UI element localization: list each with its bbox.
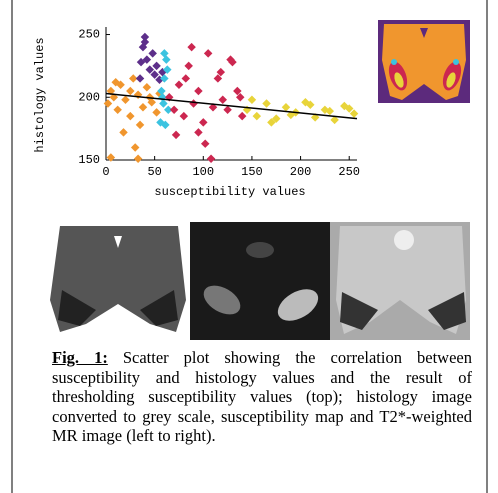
scatter-point	[126, 87, 134, 95]
scatter-point	[175, 80, 183, 88]
scatter-point	[152, 62, 160, 70]
y-axis-label: histology values	[33, 37, 47, 152]
scatter-point	[187, 43, 195, 51]
segmentation-image	[378, 20, 470, 103]
scatter-point	[194, 128, 202, 136]
scatter-point	[204, 49, 212, 57]
scatter-point	[194, 87, 202, 95]
scatter-point	[219, 96, 227, 104]
x-tick-label: 0	[102, 165, 109, 179]
scatter-point	[182, 74, 190, 82]
scatter-point	[148, 49, 156, 57]
scatter-point	[238, 112, 246, 120]
scatter-point	[113, 106, 121, 114]
page: histology values susceptibility values 1…	[0, 0, 498, 493]
scatter-point	[207, 155, 215, 163]
scatter-point	[136, 121, 144, 129]
scatter-point	[223, 106, 231, 114]
figure-caption: Fig. 1: Scatter plot showing the correla…	[52, 348, 472, 446]
x-tick-label: 150	[241, 165, 263, 179]
x-tick-label: 100	[192, 165, 214, 179]
caption-label: Fig. 1:	[52, 348, 108, 367]
scatter-point	[121, 96, 129, 104]
scatter-point	[201, 139, 209, 147]
scatter-point	[162, 55, 170, 63]
x-axis-label: susceptibility values	[154, 185, 305, 199]
susceptibility-map	[190, 222, 330, 340]
scatter-point	[104, 99, 112, 107]
scatter-point	[180, 112, 188, 120]
scatter-point	[189, 99, 197, 107]
scatter-point	[248, 96, 256, 104]
scatter-point	[131, 143, 139, 151]
scatter-point	[172, 131, 180, 139]
scatter-point	[159, 99, 167, 107]
scatter-point	[170, 106, 178, 114]
scatter-point	[160, 49, 168, 57]
mr-image	[330, 222, 470, 340]
scatter-point	[119, 128, 127, 136]
scatter-point	[199, 118, 207, 126]
scatter-point	[152, 108, 160, 116]
caption-text: Scatter plot showing the correlation bet…	[52, 348, 472, 445]
x-tick-label: 250	[338, 165, 360, 179]
scatter-point	[143, 83, 151, 91]
scatter-point	[134, 155, 142, 163]
y-tick-label: 200	[78, 90, 100, 104]
x-tick-label: 50	[147, 165, 161, 179]
scatter-point	[282, 103, 290, 111]
scatter-point	[262, 99, 270, 107]
scatter-point	[126, 112, 134, 120]
y-tick-label: 250	[78, 28, 100, 42]
y-tick-label: 150	[78, 153, 100, 167]
histology-image	[45, 222, 190, 340]
scatter-point	[253, 112, 261, 120]
scatter-point	[139, 103, 147, 111]
x-tick-label: 200	[290, 165, 312, 179]
scatter-point	[184, 62, 192, 70]
scatter-point	[136, 74, 144, 82]
